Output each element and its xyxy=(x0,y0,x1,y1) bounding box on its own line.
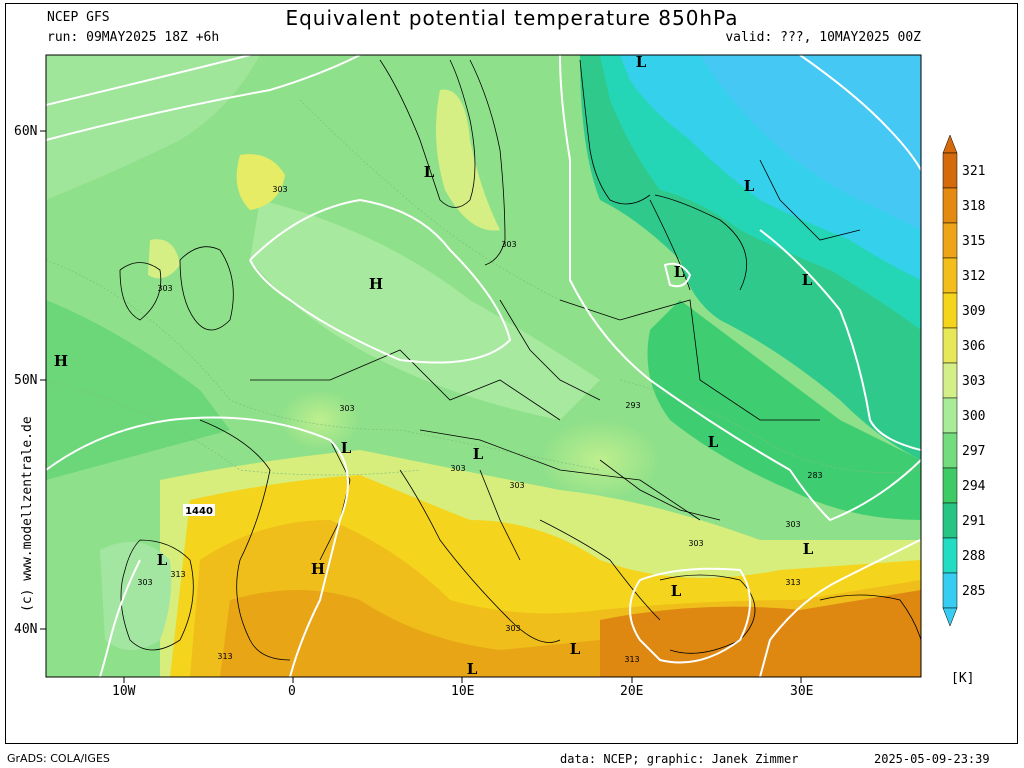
model-label: NCEP GFS xyxy=(47,10,110,25)
low-label: L xyxy=(802,271,813,289)
colorbar-tick-label: 297 xyxy=(962,444,985,459)
contour-label: 303 xyxy=(450,464,465,473)
contour-label: 303 xyxy=(785,520,800,529)
map-title: Equivalent potential temperature 850hPa xyxy=(285,6,739,30)
colorbar-tick-label: 309 xyxy=(962,304,985,319)
contour-label: 303 xyxy=(137,578,152,587)
colorbar-tick-label: 318 xyxy=(962,199,985,214)
lon-label-0: 0 xyxy=(288,684,296,699)
lon-label-10w: 10W xyxy=(112,684,136,699)
outer-frame xyxy=(5,3,1018,744)
lat-label-50n: 50N xyxy=(14,373,38,388)
low-label: L xyxy=(424,163,435,181)
contour-label: 283 xyxy=(807,471,822,480)
contour-label: 303 xyxy=(505,624,520,633)
colorbar-tick-label: 288 xyxy=(962,549,985,564)
contour-label: 303 xyxy=(509,481,524,490)
contour-label: 303 xyxy=(339,404,354,413)
contour-label: 313 xyxy=(785,578,800,587)
contour-label: 313 xyxy=(217,652,232,661)
lon-label-10e: 10E xyxy=(451,684,475,699)
colorbar-tick-label: 321 xyxy=(962,164,985,179)
low-label: L xyxy=(744,177,755,195)
low-label: L xyxy=(671,582,682,600)
valid-label: valid: ???, 10MAY2025 00Z xyxy=(725,30,921,45)
footer-credits: data: NCEP; graphic: Janek Zimmer xyxy=(560,752,799,766)
high-label: H xyxy=(54,352,68,370)
low-label: L xyxy=(341,439,352,457)
colorbar-tick-label: 306 xyxy=(962,339,985,354)
high-label: H xyxy=(369,275,383,293)
footer-timestamp: 2025-05-09-23:39 xyxy=(874,752,990,766)
low-label: L xyxy=(803,540,814,558)
colorbar-bottom-arrow xyxy=(942,607,958,627)
contour-label: 303 xyxy=(501,240,516,249)
lat-label-40n: 40N xyxy=(14,622,38,637)
run-label: run: 09MAY2025 18Z +6h xyxy=(47,30,220,45)
colorbar-unit: [K] xyxy=(951,671,975,686)
low-label: L xyxy=(674,263,685,281)
footer-software: GrADS: COLA/IGES xyxy=(7,752,110,765)
colorbar: 321 318 315 312 309 306 303 300 297 294 291 288 285 xyxy=(942,134,986,627)
map-border xyxy=(45,54,922,678)
colorbar-tick-label: 294 xyxy=(962,479,986,494)
contour-label: 303 xyxy=(688,539,703,548)
lon-label-20e: 20E xyxy=(620,684,644,699)
colorbar-tick-label: 285 xyxy=(962,584,985,599)
contour-label: 313 xyxy=(624,655,639,664)
low-label: L xyxy=(570,640,581,658)
isohypse-label: 1440 xyxy=(185,506,213,517)
low-label: L xyxy=(467,660,478,678)
low-label: L xyxy=(157,551,168,569)
colorbar-tick-label: 312 xyxy=(962,269,985,284)
low-label: L xyxy=(636,53,647,71)
colorbar-tick-label: 315 xyxy=(962,234,985,249)
low-label: L xyxy=(708,433,719,451)
watermark: (c) www.modellzentrale.de xyxy=(20,416,35,612)
lat-label-60n: 60N xyxy=(14,124,38,139)
colorbar-tick-label: 303 xyxy=(962,374,985,389)
high-label: H xyxy=(311,560,325,578)
contour-label: 303 xyxy=(157,284,172,293)
colorbar-tick-label: 300 xyxy=(962,409,985,424)
low-label: L xyxy=(473,445,484,463)
lon-label-30e: 30E xyxy=(790,684,814,699)
theta-e-field: H H H L L L L L L L L L L L L L 303 303 … xyxy=(46,53,921,678)
contour-label: 303 xyxy=(272,185,287,194)
contour-label: 293 xyxy=(625,401,640,410)
colorbar-tick-label: 291 xyxy=(962,514,985,529)
contour-label: 313 xyxy=(170,570,185,579)
